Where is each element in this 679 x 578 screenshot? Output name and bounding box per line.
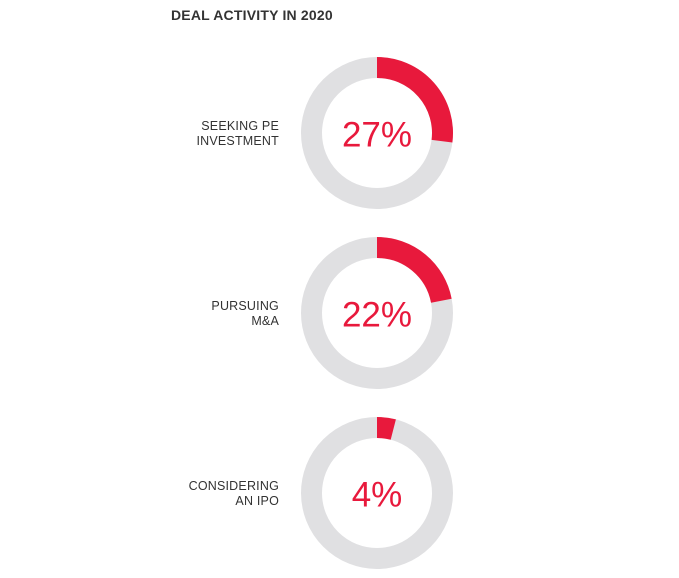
donut-value-arc [376, 417, 396, 440]
row-label-line: PURSUING [211, 299, 279, 313]
row-label-line: AN IPO [235, 494, 279, 508]
donut-value-arc [376, 57, 453, 143]
donut-2: 4% [301, 417, 453, 569]
row-label-considering-ipo: CONSIDERING AN IPO [99, 479, 279, 509]
donut-1: 22% [301, 237, 453, 389]
row-label-line: M&A [251, 314, 279, 328]
donut-0: 27% [301, 57, 453, 209]
row-label-line: INVESTMENT [196, 134, 279, 148]
donut-value-label: 4% [352, 476, 403, 515]
row-label-line: CONSIDERING [188, 479, 279, 493]
row-label-seeking-pe: SEEKING PE INVESTMENT [99, 119, 279, 149]
chart-title: DEAL ACTIVITY IN 2020 [171, 7, 333, 23]
row-label-line: SEEKING PE [201, 119, 279, 133]
row-label-pursuing-ma: PURSUING M&A [99, 299, 279, 329]
donut-value-arc [376, 237, 452, 304]
donut-value-label: 22% [342, 296, 412, 335]
donut-value-label: 27% [342, 116, 412, 155]
